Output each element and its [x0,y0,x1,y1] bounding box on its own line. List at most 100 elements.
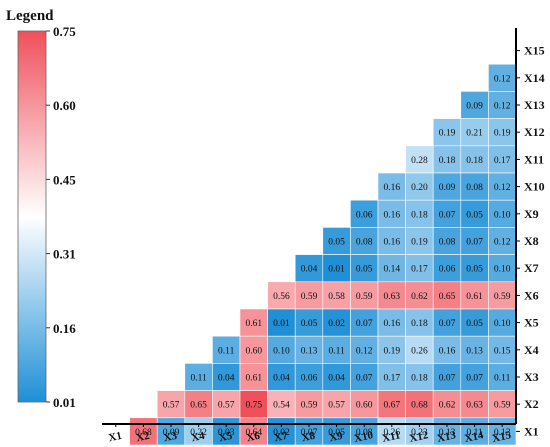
cell-value-label: 0.04 [218,374,235,384]
cell-value-label: 0.75 [245,401,262,411]
heatmap-cells: 0.12 0.09 0.12 0.19 0.21 0.19 0.28 0.18 0.18 0.17… [129,63,517,446]
heatmap-cell [488,254,517,283]
cell-value-label: 0.17 [494,156,511,166]
x-tick-label: X7 [273,430,289,445]
cell-value-label: 0.59 [301,292,318,302]
heatmap-cell [405,308,434,337]
y-tick-label: X6 [524,288,539,302]
heatmap-cell [239,335,268,364]
y-tick-label: X8 [524,234,539,248]
cell-value-label: 0.61 [245,319,262,329]
legend-tick-label: 0.75 [53,24,76,39]
cell-value-label: 0.28 [411,156,428,166]
cell-value-label: 0.13 [466,346,483,356]
heatmap-cell [294,281,324,310]
cell-value-label: 0.59 [494,401,511,411]
cell-value-label: 0.68 [135,428,152,438]
y-tick-label: X7 [524,261,539,275]
heatmap-cell [405,363,434,391]
heatmap-cell [294,390,324,419]
x-tick-label: X12 [408,429,430,445]
x-tick-label: X1 [107,430,123,445]
heatmap-cell [212,363,241,391]
cell-value-label: 0.11 [190,374,207,384]
cell-value-label: 0.08 [356,428,373,438]
cell-value-label: 0.03 [218,428,235,438]
cell-value-label: 0.19 [411,238,428,248]
cell-value-label: 0.07 [439,210,456,220]
heatmap-cell [350,281,379,310]
heatmap-cell [460,118,489,147]
cell-value-label: 0.26 [411,346,428,356]
heatmap-cell [405,417,434,446]
y-tick-labels: X15 X14 X13 X12 X11 X10 X9 X8 X7 X6 X5 X4 X3 X2 X1 [516,44,545,438]
heatmap-cell [488,281,517,310]
cell-value-label: 0.58 [328,292,345,302]
cell-value-label: 0.11 [328,346,345,356]
heatmap-cell [405,172,434,201]
cell-value-label: 0.07 [356,374,373,384]
heatmap-cell [377,417,406,446]
cell-value-label: 0.13 [494,428,511,438]
cell-value-label: 0.57 [328,401,345,411]
cell-value-label: 0.11 [218,346,235,356]
cell-value-label: 0.20 [411,183,428,193]
y-tick-label: X4 [524,343,539,357]
cell-value-label: 0.06 [356,210,373,220]
heatmap-cell [488,118,517,147]
heatmap-cell [432,227,462,255]
cell-value-label: 0.05 [328,428,345,438]
cell-value-label: 0.04 [273,374,290,384]
x-tick-labels: X1 X2 X3 X4 X5 X6 X7 X8 X9 X10 X11 X12 X13 X14 X15 [107,424,513,445]
cell-value-label: 0.02 [328,319,345,329]
cell-value-label: 0.64 [245,428,262,438]
cell-value-label: 0.56 [273,292,290,302]
cell-value-label: 0.02 [273,428,290,438]
cell-value-label: 0.07 [466,374,483,384]
cell-value-label: 0.10 [494,265,511,275]
cell-value-label: 0.08 [356,238,373,248]
heatmap-cell [488,227,517,255]
cell-value-label: 0.19 [494,129,511,139]
y-tick-label: X15 [524,44,545,58]
heatmap-cell [377,199,406,228]
cell-value-label: 0.18 [439,156,456,166]
legend-tick-label: 0.16 [53,321,76,336]
cell-value-label: 0.17 [383,374,400,384]
heatmap-cell [460,308,489,337]
cell-value-label: 0.62 [411,292,428,302]
heatmap-cell [156,390,186,419]
cell-value-label: 0.07 [466,238,483,248]
cell-value-label: 0.13 [301,346,318,356]
cell-value-label: 0.11 [466,428,483,438]
heatmap-cell [377,254,406,283]
cell-value-label: 0.16 [383,319,400,329]
cell-value-label: 0.57 [163,401,180,411]
cell-value-label: 0.60 [245,346,262,356]
y-tick-label: X13 [524,98,545,112]
heatmap-cell [322,417,351,446]
cell-value-label: 0.63 [383,292,400,302]
cell-value-label: 0.62 [439,401,456,411]
cell-value-label: 0.59 [494,292,511,302]
cell-value-label: 0.06 [301,374,318,384]
cell-value-label: 0.07 [439,374,456,384]
heatmap-cell [350,417,379,446]
cell-value-label: 0.17 [411,265,428,275]
x-tick-label: X6 [245,430,261,445]
x-tick-label: X4 [190,430,206,445]
cell-value-label: 0.05 [466,210,483,220]
cell-value-label: 0.61 [245,374,262,384]
cell-value-label: 0.60 [356,401,373,411]
heatmap-cell [377,335,406,364]
cell-value-label: 0.10 [494,210,511,220]
cell-value-label: 0.61 [466,292,483,302]
cell-value-label: 0.18 [466,156,483,166]
y-tick-label: X2 [524,397,539,411]
cell-value-label: 0.23 [411,428,428,438]
y-tick-label: X12 [524,125,545,139]
heatmap-cell [405,335,434,364]
heatmap-cell [432,308,462,337]
heatmap-cell [460,254,489,283]
legend-tick-label: 0.60 [53,98,76,113]
